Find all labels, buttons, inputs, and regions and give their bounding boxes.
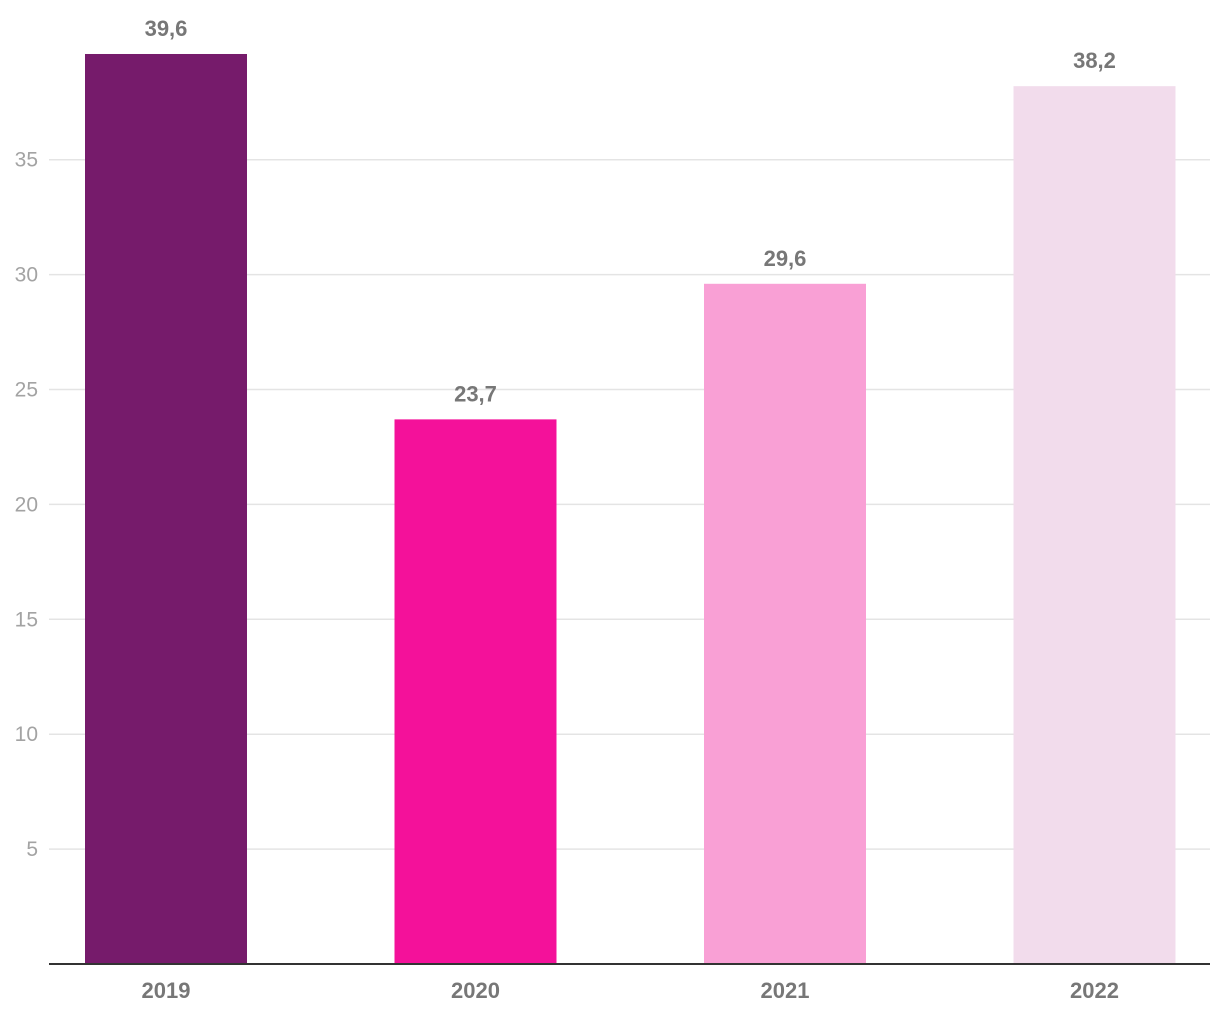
bar-2019 [85, 53, 247, 964]
x-tick-label-2020: 2020 [451, 978, 500, 1003]
bars [85, 53, 1176, 964]
y-tick-label: 35 [15, 149, 38, 172]
x-axis-ticks: 2019 2020 2021 2022 [142, 978, 1119, 1003]
y-tick-label: 15 [15, 608, 38, 631]
y-tick-label: 10 [15, 723, 38, 746]
y-tick-label: 20 [15, 493, 38, 516]
x-tick-label-2021: 2021 [761, 978, 810, 1003]
data-label-2021: 29,6 [764, 246, 807, 271]
data-label-2020: 23,7 [454, 381, 497, 406]
x-tick-label-2022: 2022 [1070, 978, 1119, 1003]
bar-2022 [1013, 86, 1176, 964]
bar-2021 [704, 283, 866, 964]
x-tick-label-2019: 2019 [142, 978, 191, 1003]
bar-2020 [394, 419, 557, 964]
data-label-2019: 39,6 [145, 16, 188, 41]
y-tick-label: 25 [15, 379, 38, 402]
y-tick-label: 30 [15, 264, 38, 287]
data-label-2022: 38,2 [1073, 48, 1116, 73]
data-labels: 39,6 23,7 29,6 38,2 [145, 16, 1116, 406]
y-axis-ticks: 5 10 15 20 25 30 35 [15, 149, 38, 861]
y-tick-label: 5 [26, 838, 38, 861]
